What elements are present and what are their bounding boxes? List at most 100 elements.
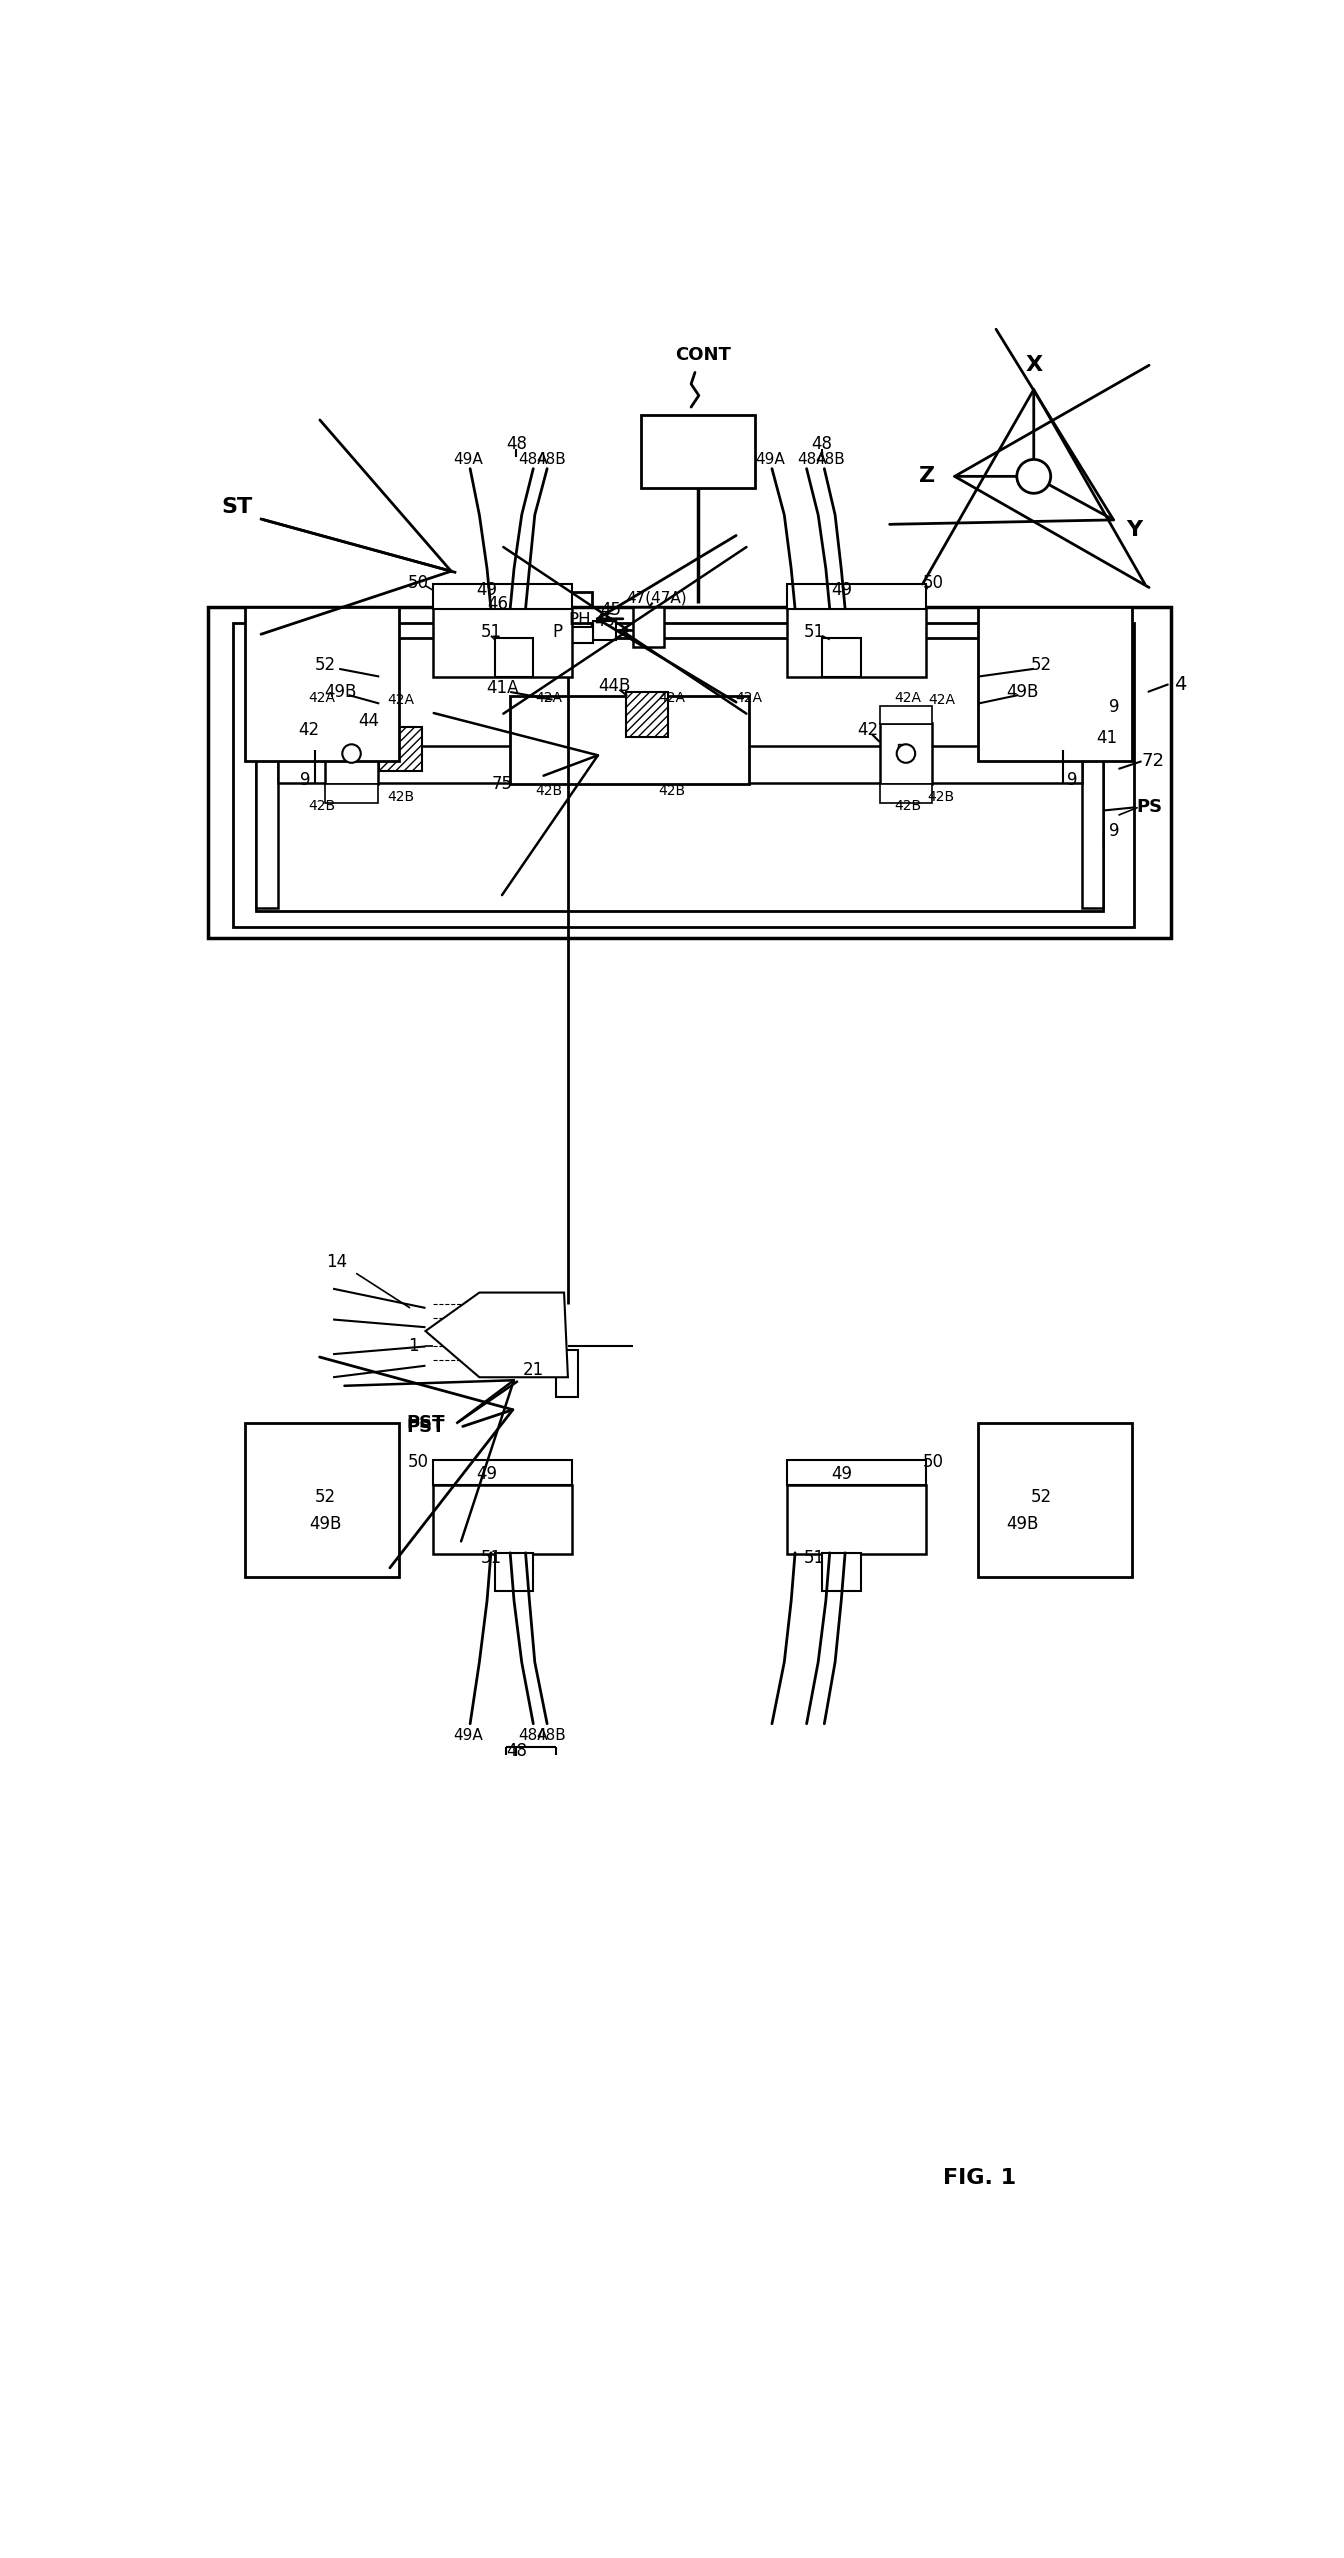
Bar bbox=[379, 726, 422, 773]
Text: 50: 50 bbox=[407, 573, 429, 591]
Bar bbox=[641, 414, 755, 489]
Text: 9: 9 bbox=[1109, 698, 1120, 716]
Text: 21: 21 bbox=[523, 1361, 544, 1379]
Bar bbox=[433, 1486, 571, 1555]
Text: 48: 48 bbox=[812, 435, 832, 453]
Text: 49: 49 bbox=[477, 1466, 497, 1484]
Bar bbox=[246, 606, 399, 762]
Text: X: X bbox=[1025, 356, 1043, 373]
Text: FIG. 1: FIG. 1 bbox=[943, 2169, 1016, 2187]
Bar bbox=[1082, 642, 1103, 908]
Text: 41: 41 bbox=[1097, 729, 1117, 747]
Bar bbox=[325, 785, 378, 803]
Text: 48B: 48B bbox=[536, 453, 566, 468]
Bar bbox=[788, 583, 926, 609]
Bar bbox=[336, 744, 344, 755]
Text: 42: 42 bbox=[857, 721, 879, 739]
Bar bbox=[433, 606, 571, 675]
Text: 42B: 42B bbox=[659, 783, 685, 798]
Text: 42B: 42B bbox=[927, 790, 956, 803]
Text: 48A: 48A bbox=[519, 1727, 548, 1742]
Bar bbox=[556, 1351, 578, 1397]
Text: 44B: 44B bbox=[598, 678, 632, 696]
Circle shape bbox=[896, 744, 915, 762]
Circle shape bbox=[343, 744, 360, 762]
Text: 51: 51 bbox=[804, 1550, 825, 1568]
Text: 49A: 49A bbox=[453, 453, 482, 468]
Text: 48: 48 bbox=[505, 435, 527, 453]
Bar bbox=[788, 606, 926, 675]
Text: P: P bbox=[552, 624, 563, 642]
Bar bbox=[880, 706, 933, 724]
Text: 45: 45 bbox=[599, 601, 621, 619]
Text: 51: 51 bbox=[804, 624, 825, 642]
Bar bbox=[633, 606, 664, 647]
Bar bbox=[898, 744, 906, 755]
Text: 49: 49 bbox=[477, 581, 497, 599]
Text: 42B: 42B bbox=[387, 790, 414, 803]
Text: 42A: 42A bbox=[894, 691, 921, 706]
Bar bbox=[626, 693, 668, 737]
Text: 48A: 48A bbox=[797, 453, 827, 468]
Bar bbox=[823, 637, 860, 675]
Bar bbox=[570, 627, 593, 645]
Text: 42A: 42A bbox=[387, 693, 414, 706]
Text: 49B: 49B bbox=[1007, 1514, 1039, 1532]
Text: 48: 48 bbox=[505, 1742, 527, 1760]
Text: 42A: 42A bbox=[659, 691, 685, 706]
Text: 42A: 42A bbox=[735, 691, 762, 706]
Circle shape bbox=[1017, 460, 1051, 494]
Text: 46: 46 bbox=[488, 596, 508, 614]
Text: PH: PH bbox=[569, 611, 591, 629]
Text: 1: 1 bbox=[409, 1338, 419, 1356]
Text: 50: 50 bbox=[923, 573, 943, 591]
Text: 42B: 42B bbox=[535, 783, 562, 798]
Bar bbox=[246, 1422, 399, 1578]
Bar bbox=[880, 785, 933, 803]
Bar bbox=[978, 1422, 1132, 1578]
Bar bbox=[278, 747, 1082, 783]
Bar bbox=[511, 696, 749, 785]
Bar bbox=[823, 1553, 860, 1591]
Bar bbox=[433, 1461, 571, 1486]
Text: 49: 49 bbox=[831, 581, 852, 599]
Text: 4: 4 bbox=[1173, 675, 1187, 693]
Text: Z: Z bbox=[919, 466, 935, 486]
Bar bbox=[257, 637, 1103, 911]
Text: 52: 52 bbox=[314, 1489, 336, 1507]
Bar bbox=[788, 1486, 926, 1555]
Bar bbox=[257, 642, 278, 908]
Text: 48A: 48A bbox=[519, 453, 548, 468]
Text: PST: PST bbox=[406, 1417, 445, 1435]
Text: 50: 50 bbox=[923, 1453, 943, 1471]
Bar bbox=[593, 622, 617, 640]
Polygon shape bbox=[426, 1292, 569, 1376]
Bar bbox=[325, 724, 378, 785]
Bar bbox=[978, 606, 1132, 762]
Text: 42A: 42A bbox=[535, 691, 562, 706]
Text: 42B: 42B bbox=[309, 798, 336, 813]
Text: PST: PST bbox=[406, 1415, 445, 1432]
Bar bbox=[233, 622, 1134, 926]
Bar bbox=[495, 1553, 534, 1591]
Text: 14: 14 bbox=[327, 1253, 348, 1271]
Text: 50: 50 bbox=[407, 1453, 429, 1471]
Text: 44: 44 bbox=[358, 711, 379, 729]
Text: 49B: 49B bbox=[1007, 683, 1039, 701]
Text: 42B: 42B bbox=[894, 798, 921, 813]
Text: 48B: 48B bbox=[814, 453, 844, 468]
Text: 42A: 42A bbox=[309, 691, 336, 706]
Bar bbox=[208, 606, 1171, 939]
Text: 42A: 42A bbox=[927, 693, 954, 706]
Bar bbox=[508, 591, 591, 647]
Text: 49B: 49B bbox=[324, 683, 358, 701]
Text: 41A: 41A bbox=[487, 678, 519, 698]
Bar bbox=[325, 706, 378, 724]
Text: 52: 52 bbox=[1031, 1489, 1052, 1507]
Text: ST: ST bbox=[222, 496, 253, 517]
Text: 75: 75 bbox=[492, 775, 513, 793]
Bar bbox=[788, 1461, 926, 1486]
Bar bbox=[433, 583, 571, 609]
Bar bbox=[880, 724, 933, 785]
Text: 52: 52 bbox=[314, 655, 336, 673]
